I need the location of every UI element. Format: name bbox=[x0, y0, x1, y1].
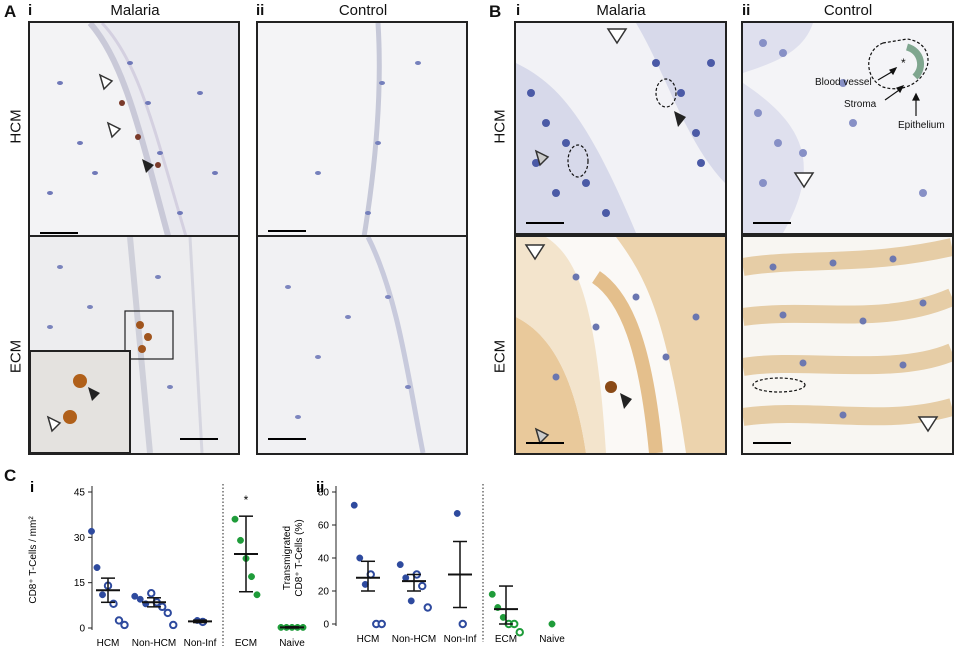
micrograph-b-control-ecm bbox=[741, 235, 954, 455]
data-point bbox=[136, 595, 144, 603]
panel-b-col-ii-title: Control bbox=[823, 2, 873, 19]
panel-b-letter: B bbox=[489, 2, 502, 21]
data-point bbox=[120, 620, 129, 630]
y-tick-label: 15 bbox=[74, 578, 86, 589]
micrograph-a-malaria-hcm bbox=[28, 21, 240, 245]
data-point bbox=[147, 589, 156, 598]
y-tick-label: 40 bbox=[318, 554, 330, 565]
data-point bbox=[169, 620, 178, 630]
x-category-label: Non-HCM bbox=[392, 634, 436, 645]
data-point bbox=[377, 619, 386, 629]
panel-b-col-i-num: i bbox=[516, 2, 521, 19]
x-category-label: Naive bbox=[279, 638, 305, 649]
data-point bbox=[253, 591, 261, 599]
data-point bbox=[402, 574, 410, 582]
chart-i-number: i bbox=[30, 479, 34, 496]
x-category-label: Non-Inf bbox=[444, 634, 477, 645]
data-point bbox=[93, 564, 101, 572]
data-point bbox=[453, 510, 461, 517]
data-point bbox=[131, 592, 139, 600]
data-point bbox=[88, 527, 95, 535]
y-tick-label: 0 bbox=[79, 624, 85, 635]
x-category-label: HCM bbox=[97, 638, 120, 649]
stroma-label: Stroma bbox=[844, 99, 877, 110]
y-axis-label: CD8⁺ T-Cells / mm² bbox=[28, 516, 39, 604]
significance-mark: * bbox=[244, 493, 249, 507]
y-tick-label: 30 bbox=[74, 533, 86, 544]
chart-ii-number: ii bbox=[316, 479, 324, 496]
x-category-label: ECM bbox=[235, 638, 257, 649]
micrograph-b-control-hcm: * bbox=[741, 21, 954, 235]
data-point bbox=[350, 501, 358, 509]
data-point bbox=[396, 561, 404, 569]
y-tick-label: 0 bbox=[323, 620, 329, 631]
micrograph-b-malaria-hcm bbox=[514, 21, 727, 235]
panel-b-col-ii-num: ii bbox=[742, 2, 751, 19]
panel-c-letter: C bbox=[4, 466, 17, 485]
data-point bbox=[407, 597, 415, 605]
panel-b-row-label-ecm: ECM bbox=[491, 339, 509, 374]
annotation-arrows bbox=[877, 66, 920, 116]
panel-a-col-i-title: Malaria bbox=[110, 2, 160, 19]
data-point bbox=[488, 590, 496, 598]
data-point bbox=[163, 608, 172, 618]
y-tick-label: 60 bbox=[318, 521, 330, 532]
x-category-label: HCM bbox=[357, 634, 380, 645]
panel-a-col-ii-num: ii bbox=[256, 2, 265, 19]
asterisk-label: * bbox=[901, 56, 906, 70]
panel-a-col-i-num: i bbox=[28, 2, 33, 19]
panel-b-col-i-title: Malaria bbox=[596, 2, 646, 19]
panel-a-letter: A bbox=[4, 2, 17, 21]
data-point bbox=[248, 573, 255, 581]
micrograph-a-control-ecm bbox=[256, 235, 468, 455]
data-point bbox=[515, 628, 524, 637]
data-point bbox=[418, 581, 427, 591]
x-category-label: Naive bbox=[539, 634, 565, 645]
data-point bbox=[237, 536, 244, 544]
y-tick-label: 80 bbox=[318, 488, 330, 499]
x-category-label: Non-HCM bbox=[132, 638, 176, 649]
epithelium-label: Epithelium bbox=[898, 120, 945, 131]
micrograph-b-malaria-ecm bbox=[514, 235, 727, 455]
panel-c-charts: i 0 15 30 45 CD8⁺ T-Cells / mm² HCM Non-HCM Non-… bbox=[28, 479, 565, 649]
y-axis-label-line1: Transmigrated bbox=[282, 526, 293, 590]
x-category-label: Non-Inf bbox=[184, 638, 217, 649]
data-point bbox=[99, 591, 106, 599]
micrograph-a-malaria-ecm bbox=[28, 235, 240, 455]
data-point bbox=[231, 515, 239, 523]
data-point bbox=[458, 619, 467, 629]
x-category-label: ECM bbox=[495, 634, 517, 645]
data-point bbox=[114, 616, 124, 625]
data-point bbox=[423, 603, 432, 612]
data-point bbox=[356, 554, 364, 562]
y-tick-label: 20 bbox=[318, 587, 330, 598]
panel-a-col-ii-title: Control bbox=[338, 2, 388, 19]
blood-vessel-label: Blood vessel bbox=[815, 77, 872, 88]
panel-a-row-label-ecm: ECM bbox=[7, 339, 25, 374]
y-tick-label: 45 bbox=[74, 488, 86, 499]
data-point bbox=[548, 620, 556, 628]
y-axis-label-line2: CD8⁺ T-Cells (%) bbox=[294, 519, 305, 596]
